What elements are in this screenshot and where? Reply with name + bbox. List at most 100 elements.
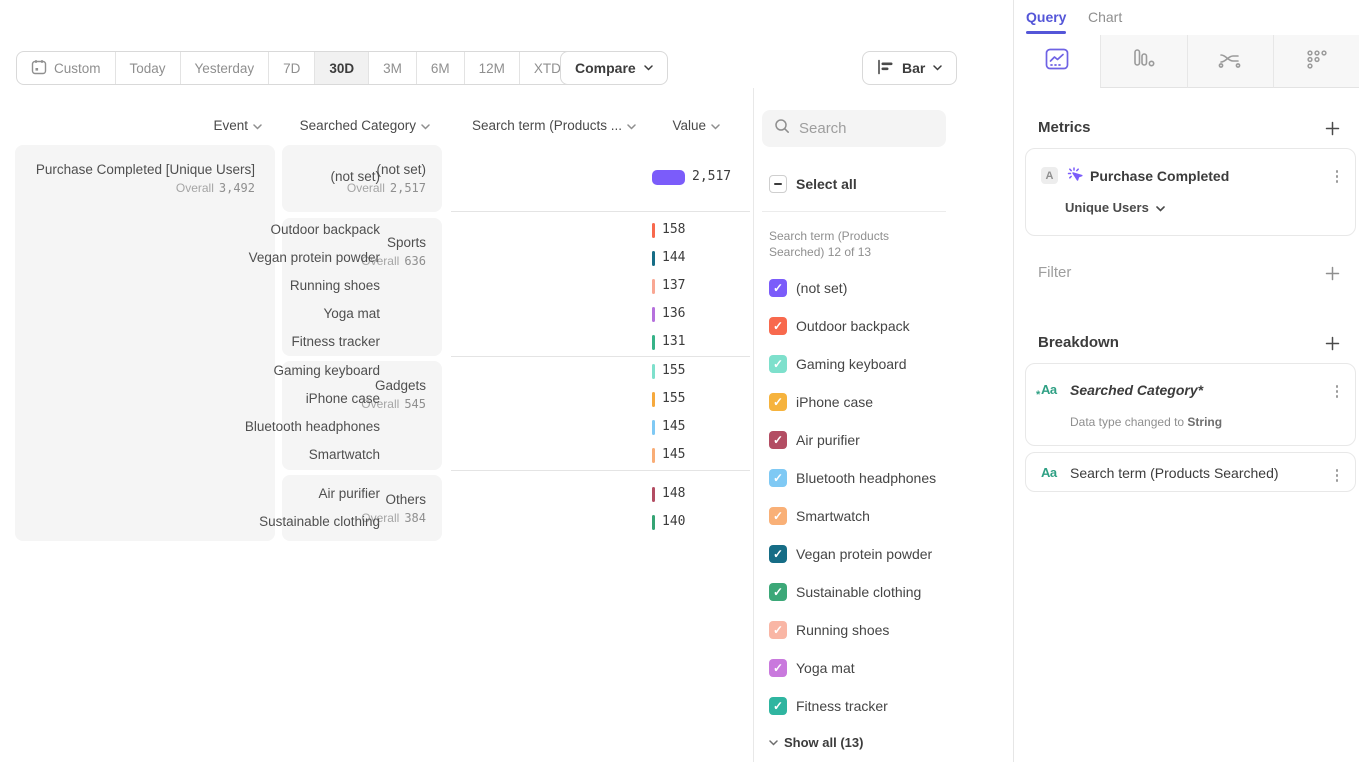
tab-retention[interactable] bbox=[1273, 35, 1359, 88]
metric-event-name: Purchase Completed bbox=[1090, 168, 1230, 184]
add-breakdown-button[interactable] bbox=[1323, 334, 1341, 352]
chevron-down-icon bbox=[1156, 200, 1165, 215]
string-property-icon: Aa bbox=[1041, 465, 1057, 480]
search-icon bbox=[774, 118, 790, 139]
value-bar bbox=[652, 364, 655, 379]
tab-chart[interactable]: Chart bbox=[1088, 9, 1123, 25]
date-range-3m[interactable]: 3M bbox=[368, 52, 416, 84]
compare-button[interactable]: Compare bbox=[560, 51, 668, 85]
add-metric-button[interactable] bbox=[1323, 119, 1341, 137]
chevron-down-icon bbox=[421, 118, 430, 133]
tab-insights[interactable] bbox=[1014, 35, 1100, 88]
kebab-menu-icon[interactable] bbox=[1333, 382, 1342, 401]
date-range-custom[interactable]: Custom bbox=[17, 52, 115, 84]
checkbox-checked-icon: ✓ bbox=[769, 659, 787, 677]
chevron-down-icon bbox=[253, 118, 262, 133]
active-tab-underline bbox=[1026, 31, 1066, 34]
date-range-30d[interactable]: 30D bbox=[314, 52, 369, 84]
chevron-down-icon bbox=[933, 65, 943, 71]
value-bar bbox=[652, 307, 655, 322]
show-all-link[interactable]: Show all (13) bbox=[769, 733, 863, 751]
group-divider bbox=[451, 356, 750, 357]
kebab-menu-icon[interactable] bbox=[1333, 466, 1342, 485]
tab-query[interactable]: Query bbox=[1026, 9, 1067, 25]
select-all-checkbox[interactable]: Select all bbox=[769, 175, 857, 193]
event-name: Purchase Completed [Unique Users] bbox=[35, 162, 255, 177]
event-sparkle-icon bbox=[1066, 166, 1084, 189]
calendar-icon bbox=[31, 59, 47, 78]
group-divider bbox=[451, 211, 750, 212]
legend-item[interactable]: ✓ Air purifier bbox=[769, 428, 860, 452]
date-range-today[interactable]: Today bbox=[114, 52, 180, 84]
event-cell[interactable]: Purchase Completed [Unique Users] Overal… bbox=[15, 145, 275, 541]
legend-search[interactable] bbox=[762, 110, 946, 147]
checkbox-checked-icon: ✓ bbox=[769, 583, 787, 601]
tab-funnels[interactable] bbox=[1099, 35, 1187, 88]
column-header-searched-category[interactable]: Searched Category bbox=[250, 117, 430, 133]
chart-type-label: Bar bbox=[902, 60, 926, 76]
category-cell-sports[interactable]: Sports Overall 636 bbox=[282, 218, 442, 356]
chart-type-dropdown[interactable]: Bar bbox=[862, 51, 958, 85]
value-bar bbox=[652, 515, 655, 530]
metrics-heading: Metrics bbox=[1038, 119, 1091, 136]
checkbox-checked-icon: ✓ bbox=[769, 507, 787, 525]
legend-item[interactable]: ✓ Bluetooth headphones bbox=[769, 466, 936, 490]
breakdown-property-name: Search term (Products Searched) bbox=[1070, 465, 1279, 481]
category-cell-not-set[interactable]: (not set) Overall 2,517 bbox=[282, 145, 442, 212]
date-range-7d[interactable]: 7D bbox=[268, 52, 314, 84]
date-range-label: Custom bbox=[54, 60, 101, 76]
value-bar bbox=[652, 223, 655, 238]
value-bar bbox=[652, 448, 655, 463]
metric-card[interactable]: A Purchase Completed Unique Users bbox=[1025, 148, 1356, 236]
legend-item[interactable]: ✓ Gaming keyboard bbox=[769, 352, 907, 376]
legend-item[interactable]: ✓ Yoga mat bbox=[769, 656, 855, 680]
value-bar bbox=[652, 335, 655, 350]
value-bar bbox=[652, 170, 685, 185]
checkbox-checked-icon: ✓ bbox=[769, 317, 787, 335]
kebab-menu-icon[interactable] bbox=[1333, 167, 1342, 186]
legend-item[interactable]: ✓ Smartwatch bbox=[769, 504, 870, 528]
search-input[interactable] bbox=[799, 120, 929, 137]
chevron-down-icon bbox=[769, 733, 778, 751]
category-cell-gadgets[interactable]: Gadgets Overall 545 bbox=[282, 361, 442, 470]
legend-divider bbox=[762, 211, 946, 212]
date-range-selector: Custom Today Yesterday 7D 30D 3M 6M 12M … bbox=[16, 51, 592, 85]
legend-item[interactable]: ✓ iPhone case bbox=[769, 390, 873, 414]
breakdown-card-searched-category[interactable]: Aa * Searched Category* Data type changed… bbox=[1025, 363, 1356, 446]
value-bar bbox=[652, 279, 655, 294]
column-header-search-term[interactable]: Search term (Products ... bbox=[420, 117, 636, 133]
value-bar bbox=[652, 392, 655, 407]
add-filter-button[interactable] bbox=[1323, 264, 1341, 282]
legend-item[interactable]: ✓ (not set) bbox=[769, 276, 847, 300]
value-bar bbox=[652, 487, 655, 502]
column-header-event[interactable]: Event bbox=[100, 117, 262, 133]
legend-item[interactable]: ✓ Sustainable clothing bbox=[769, 580, 921, 604]
value-bar bbox=[652, 420, 655, 435]
chevron-down-icon bbox=[711, 118, 720, 133]
category-cell-others[interactable]: Others Overall 384 bbox=[282, 475, 442, 541]
report-type-tabbar bbox=[1014, 35, 1359, 88]
value-bar bbox=[652, 251, 655, 266]
breakdown-heading: Breakdown bbox=[1038, 334, 1119, 351]
date-range-yesterday[interactable]: Yesterday bbox=[179, 52, 269, 84]
chevron-down-icon bbox=[627, 118, 636, 133]
counting-method-dropdown[interactable]: Unique Users bbox=[1065, 200, 1165, 215]
breakdown-card-search-term[interactable]: Aa Search term (Products Searched) bbox=[1025, 452, 1356, 492]
date-range-12m[interactable]: 12M bbox=[463, 52, 519, 84]
checkbox-checked-icon: ✓ bbox=[769, 393, 787, 411]
date-range-6m[interactable]: 6M bbox=[415, 52, 464, 84]
string-property-icon: Aa * bbox=[1036, 382, 1057, 401]
event-overall: Overall 3,492 bbox=[175, 181, 255, 195]
checkbox-checked-icon: ✓ bbox=[769, 279, 787, 297]
checkbox-checked-icon: ✓ bbox=[769, 621, 787, 639]
filter-heading: Filter bbox=[1038, 264, 1072, 281]
retention-dots-icon bbox=[1305, 48, 1329, 75]
data-type-note: Data type changed to String bbox=[1070, 415, 1223, 429]
legend-item[interactable]: ✓ Fitness tracker bbox=[769, 694, 888, 718]
column-header-value[interactable]: Value bbox=[620, 117, 720, 133]
tab-flows[interactable] bbox=[1186, 35, 1274, 88]
legend-item[interactable]: ✓ Vegan protein powder bbox=[769, 542, 932, 566]
legend-item[interactable]: ✓ Running shoes bbox=[769, 618, 889, 642]
legend-item[interactable]: ✓ Outdoor backpack bbox=[769, 314, 910, 338]
series-letter-badge: A bbox=[1041, 167, 1058, 184]
